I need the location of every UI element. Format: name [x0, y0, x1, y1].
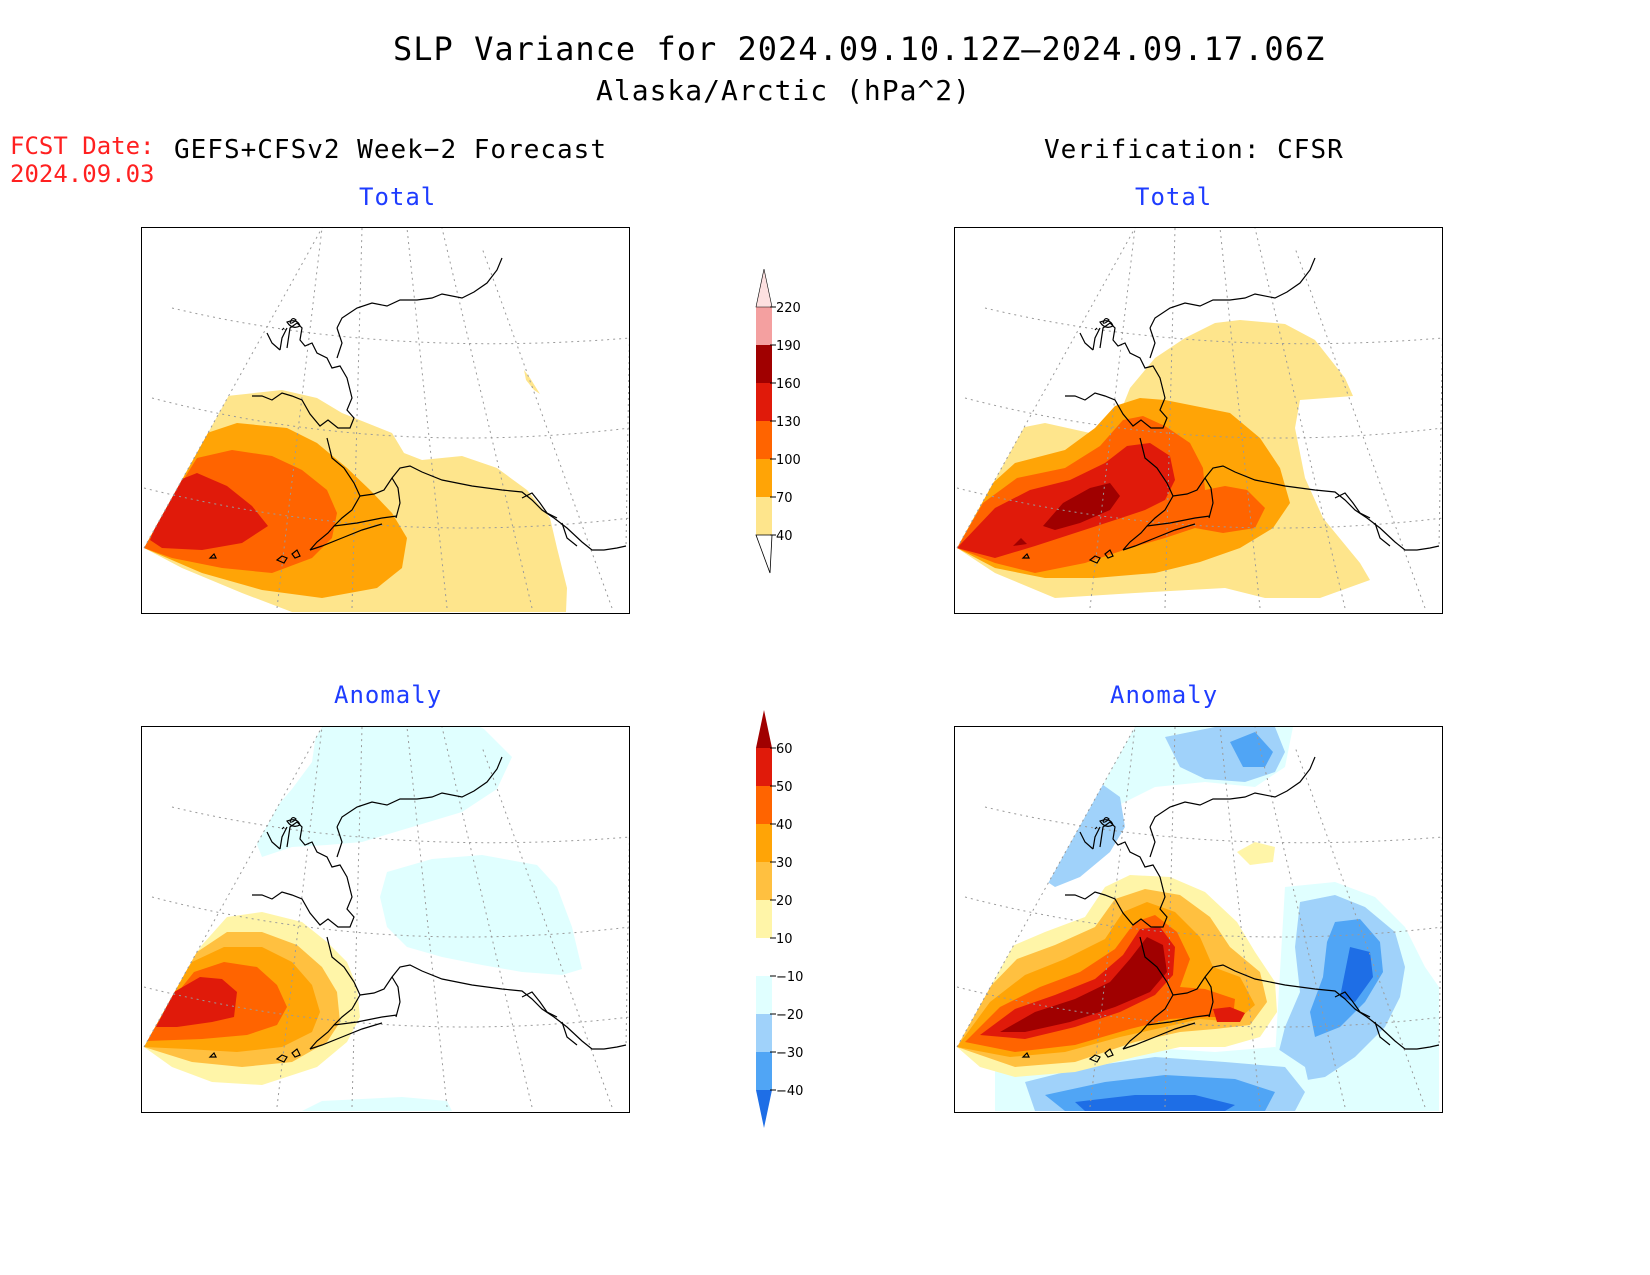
total-colorbar-segment — [756, 307, 772, 345]
shade-160-190-small — [1013, 538, 1027, 546]
total-colorbar-segment — [756, 421, 772, 459]
shade-160-190 — [1043, 483, 1120, 530]
shade-neg30-neg40-north — [1230, 732, 1273, 767]
shade-above-60 — [1000, 937, 1167, 1032]
anomaly-colorbar-level: −30 — [776, 1046, 803, 1061]
shade-130-160 — [957, 443, 1175, 558]
total-colorbar: 40 70 100 130 160 190 220 — [755, 268, 801, 574]
total-colorbar-segment — [756, 459, 772, 497]
anomaly-colorbar-level: 30 — [776, 856, 793, 871]
shade-neg10-neg20-south — [302, 1097, 452, 1111]
total-colorbar-segment — [755, 268, 773, 308]
total-colorbar-segment — [756, 383, 772, 421]
total-colorbar-segment — [755, 534, 773, 574]
anomaly-colorbar-segment — [756, 748, 772, 786]
shade-neg40-south — [1075, 1095, 1235, 1111]
forecast-anomaly-map — [141, 726, 630, 1113]
anomaly-colorbar-level: −10 — [776, 970, 803, 985]
shade-neg10-neg20-east — [380, 855, 582, 975]
anomaly-colorbar-segment — [756, 862, 772, 900]
bottom-left-panel-label: Anomaly — [334, 681, 443, 709]
anomaly-colorbar-segment — [756, 710, 772, 748]
anomaly-colorbar-level: −20 — [776, 1008, 803, 1023]
total-colorbar-level: 190 — [776, 339, 801, 354]
top-right-panel-label: Total — [1135, 183, 1213, 211]
total-colorbar-level: 100 — [776, 453, 801, 468]
total-colorbar-level: 70 — [776, 491, 793, 506]
total-colorbar-segment — [756, 497, 772, 535]
bottom-right-panel-label: Anomaly — [1110, 681, 1219, 709]
verification-anomaly-map — [954, 726, 1443, 1113]
anomaly-colorbar-level: 20 — [776, 894, 793, 909]
anomaly-colorbar-segment — [756, 1090, 772, 1128]
map-subtitle: Alaska/Arctic (hPa^2) — [596, 74, 972, 107]
shade-10-20-north — [1237, 842, 1275, 865]
total-colorbar-level: 220 — [776, 301, 801, 316]
anomaly-colorbar-level: 60 — [776, 742, 793, 757]
anomaly-colorbar-segment — [756, 900, 772, 938]
total-colorbar-level: 40 — [776, 529, 793, 544]
top-left-panel-label: Total — [359, 183, 437, 211]
shade-40-70-small — [524, 370, 540, 394]
total-colorbar-level: 160 — [776, 377, 801, 392]
anomaly-colorbar-level: 50 — [776, 780, 793, 795]
anomaly-colorbar-level: 40 — [776, 818, 793, 833]
anomaly-colorbar-segment — [756, 824, 772, 862]
anomaly-colorbar-segment — [756, 938, 772, 976]
left-column-source: GEFS+CFSv2 Week−2 Forecast — [174, 135, 607, 165]
shade-neg40-east — [1340, 947, 1373, 1002]
forecast-date-label: FCST Date: — [10, 132, 155, 160]
anomaly-colorbar-segment — [756, 1052, 772, 1090]
anomaly-colorbar-segment — [756, 786, 772, 824]
shade-50-60 — [980, 927, 1175, 1039]
anomaly-colorbar-level: −40 — [776, 1084, 803, 1099]
anomaly-colorbar: 60 50 40 30 20 10 −10 −20 −30 −40 — [756, 710, 803, 1128]
shade-40-50-small — [1213, 1007, 1245, 1022]
verification-total-map — [954, 227, 1443, 614]
right-column-source: Verification: CFSR — [1044, 135, 1344, 165]
anomaly-colorbar-level: 10 — [776, 932, 793, 947]
forecast-total-map — [141, 227, 630, 614]
total-colorbar-level: 130 — [776, 415, 801, 430]
shade-50-60 — [156, 977, 237, 1027]
anomaly-colorbar-segment — [756, 976, 772, 1014]
forecast-date-block: FCST Date: 2024.09.03 — [10, 132, 155, 188]
map-title: SLP Variance for 2024.09.10.12Z—2024.09.… — [393, 30, 1326, 68]
total-colorbar-segment — [756, 345, 772, 383]
shade-130-160 — [150, 473, 268, 550]
anomaly-colorbar-segment — [756, 1014, 772, 1052]
forecast-date-value: 2024.09.03 — [10, 160, 155, 188]
